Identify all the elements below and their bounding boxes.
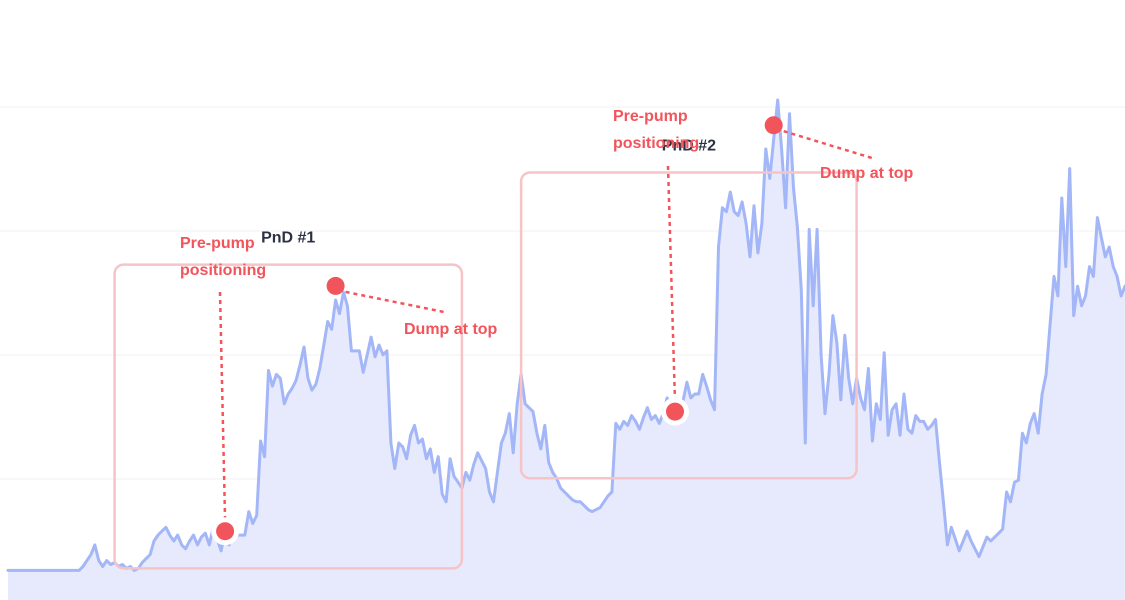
pnd-box-1-top-marker bbox=[326, 276, 345, 295]
pnd-box-1-top-label: Dump at top bbox=[404, 321, 498, 338]
pnd-box-1: PnD #1 Pre-pump positioning Dump at top bbox=[113, 230, 498, 570]
pnd-box-2-pre-label-line1: Pre-pump bbox=[613, 108, 688, 125]
pnd-box-1-frame bbox=[113, 263, 464, 570]
pnd-box-2: PnD #2 Pre-pump positioning Dump at top bbox=[519, 108, 914, 480]
pnd-box-1-pre-label-line2: positioning bbox=[180, 262, 266, 279]
pnd-box-1-pre-label-line1: Pre-pump bbox=[180, 235, 255, 252]
pnd-box-2-top-leader bbox=[783, 130, 873, 160]
pnd-box-2-frame bbox=[519, 171, 858, 480]
pnd-box-1-title: PnD #1 bbox=[261, 230, 315, 247]
pnd-box-2-pre-label-line2: positioning bbox=[613, 135, 699, 152]
pnd-box-2-pre-leader bbox=[666, 165, 677, 402]
pnd-box-2-pre-marker bbox=[666, 402, 684, 421]
pnd-box-1-top-leader bbox=[345, 290, 445, 314]
pnd-box-1-pre-marker bbox=[216, 522, 235, 541]
pnd-box-2-top-label: Dump at top bbox=[820, 165, 914, 182]
pnd-box-2-title: PnD #2 bbox=[662, 138, 716, 155]
grid-lines bbox=[0, 106, 1125, 480]
pnd-box-1-pre-leader bbox=[218, 291, 227, 522]
pnd-box-2-top-marker bbox=[764, 116, 783, 135]
price-area bbox=[8, 100, 1125, 600]
price-line bbox=[6, 98, 1125, 572]
